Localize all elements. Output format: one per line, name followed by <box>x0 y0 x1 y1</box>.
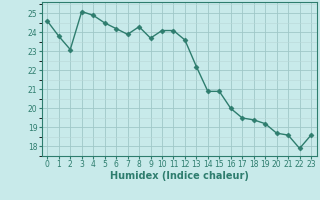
X-axis label: Humidex (Indice chaleur): Humidex (Indice chaleur) <box>110 171 249 181</box>
